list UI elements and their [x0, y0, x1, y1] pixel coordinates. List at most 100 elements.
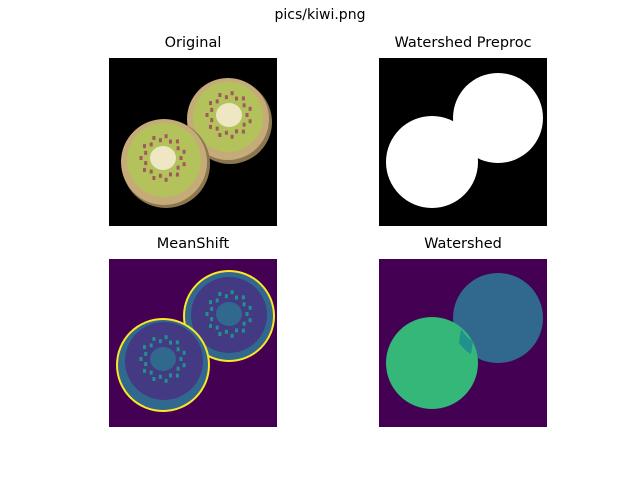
seed-mark — [245, 312, 249, 316]
seed-mark — [224, 294, 228, 299]
watershed-image-panel — [379, 259, 547, 427]
watershed-segmentation-image — [379, 259, 547, 427]
seed-mark — [143, 144, 146, 149]
seed-mark — [169, 340, 172, 345]
seed-mark — [230, 134, 234, 139]
seed-mark — [164, 177, 168, 182]
preproc-image-panel — [379, 58, 547, 226]
panel-title-original: Original — [164, 35, 222, 51]
seed-mark — [209, 124, 212, 129]
seed-mark — [175, 172, 179, 177]
seed-mark — [164, 134, 168, 139]
meanshift-image-panel — [109, 259, 277, 427]
seed-mark — [158, 339, 162, 344]
seed-mark — [143, 167, 146, 172]
seed-mark — [210, 107, 214, 112]
seed-mark — [139, 357, 143, 361]
seed-mark — [218, 133, 222, 137]
seed-mark — [209, 300, 212, 305]
seed-mark — [176, 347, 180, 352]
seed-mark — [182, 350, 186, 355]
seed-mark — [149, 370, 153, 375]
seed-mark — [235, 129, 238, 134]
seed-mark — [176, 165, 180, 170]
seed-mark — [175, 373, 179, 378]
panel-title-meanshift: MeanShift — [156, 236, 230, 252]
seed-mark — [158, 374, 162, 379]
seed-mark — [169, 373, 172, 378]
seed-mark — [182, 149, 186, 154]
seed-mark — [210, 306, 214, 311]
seed-mark — [139, 156, 143, 160]
seed-mark — [241, 295, 245, 300]
seed-mark — [242, 321, 246, 326]
seed-mark — [248, 318, 252, 323]
seed-mark — [149, 169, 153, 174]
seed-mark — [144, 150, 148, 155]
seed-mark — [242, 302, 246, 307]
seed-mark — [248, 305, 252, 310]
seed-mark — [210, 118, 214, 123]
meanshift-segmentation-image — [109, 259, 277, 427]
seed-mark — [144, 351, 148, 356]
seed-mark — [169, 139, 172, 144]
seed-mark — [245, 113, 249, 117]
seed-mark — [224, 329, 228, 334]
panel-title-watershed: Watershed — [424, 236, 502, 252]
seed-mark — [230, 333, 234, 338]
seed-mark — [152, 337, 156, 341]
seed-mark — [235, 96, 238, 101]
seed-mark — [164, 335, 168, 340]
seed-mark — [176, 146, 180, 151]
seed-mark — [143, 368, 146, 373]
seed-mark — [235, 295, 238, 300]
seed-mark — [179, 357, 183, 361]
seed-mark — [224, 95, 228, 100]
seed-mark — [235, 328, 238, 333]
seed-mark — [242, 122, 246, 127]
seed-mark — [175, 139, 179, 144]
seed-mark — [205, 113, 209, 117]
seed-mark — [152, 377, 156, 381]
seed-mark — [179, 156, 183, 160]
seed-mark — [218, 93, 222, 97]
seed-mark — [248, 106, 252, 111]
seed-mark — [182, 162, 186, 167]
seed-mark — [248, 119, 252, 124]
panel-title-watershed-preproc: Watershed Preproc — [394, 35, 532, 51]
original-image-panel — [109, 58, 277, 226]
seed-mark — [215, 325, 219, 330]
seed-mark — [242, 103, 246, 108]
seed-mark — [230, 290, 234, 295]
seed-mark — [209, 323, 212, 328]
seed-mark — [218, 332, 222, 336]
seed-mark — [218, 292, 222, 296]
seed-mark — [144, 161, 148, 166]
seed-mark — [164, 378, 168, 383]
seed-mark — [144, 362, 148, 367]
seed-mark — [209, 101, 212, 106]
seed-mark — [224, 130, 228, 135]
seed-mark — [152, 176, 156, 180]
seed-mark — [149, 343, 153, 348]
figure-title: pics/kiwi.png — [274, 7, 366, 23]
binary-mask-image — [379, 58, 547, 226]
seed-mark — [215, 126, 219, 131]
seed-mark — [241, 96, 245, 101]
seed-mark — [230, 91, 234, 96]
seed-mark — [215, 99, 219, 104]
seed-mark — [176, 366, 180, 371]
kiwi-original-image — [109, 58, 277, 226]
seed-mark — [143, 345, 146, 350]
seed-mark — [175, 340, 179, 345]
seed-mark — [205, 312, 209, 316]
seed-mark — [182, 363, 186, 368]
seed-mark — [158, 138, 162, 143]
seed-mark — [149, 142, 153, 147]
seed-mark — [152, 136, 156, 140]
seed-mark — [241, 129, 245, 134]
seed-mark — [241, 328, 245, 333]
seed-mark — [158, 173, 162, 178]
seed-mark — [215, 298, 219, 303]
seed-mark — [210, 317, 214, 322]
